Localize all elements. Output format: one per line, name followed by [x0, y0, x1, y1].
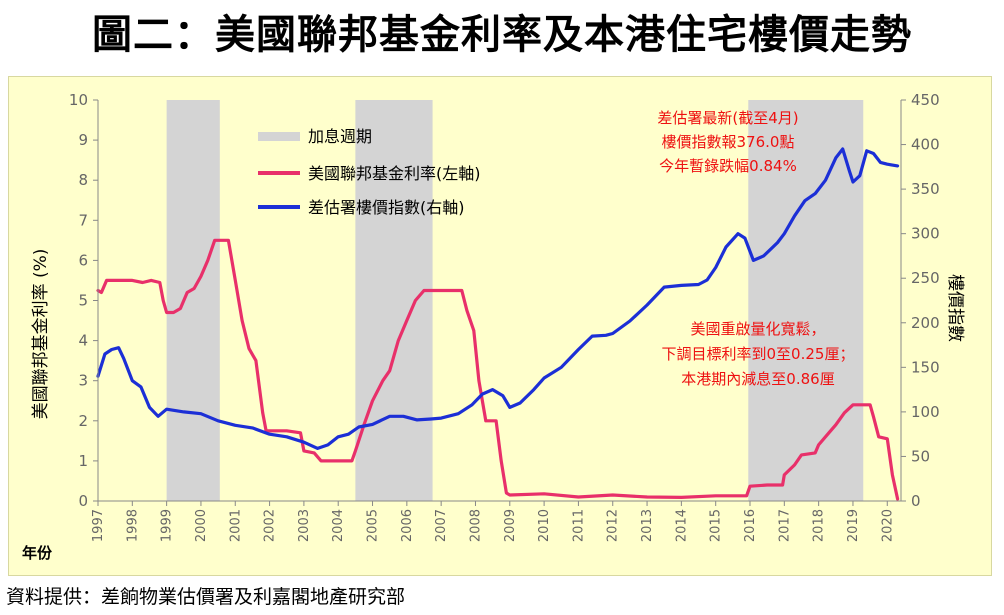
annotation-latest: 差估署最新(截至4月) 樓價指數報376.0點 今年暫錄跌幅0.84%: [657, 109, 798, 175]
x-tick-label: 2015: [709, 509, 724, 542]
left-tick-label: 4: [78, 332, 88, 350]
left-tick-label: 5: [78, 292, 88, 310]
rate-hike-band: [748, 100, 864, 501]
legend: 加息週期 美國聯邦基金利率(左軸) 差估署樓價指數(右軸): [258, 127, 481, 217]
right-axis-label: 樓價指數: [945, 274, 965, 342]
x-axis-label: 年份: [22, 544, 53, 562]
left-tick-label: 8: [78, 171, 88, 189]
annotation-line: 下調目標利率到0至0.25厘；: [662, 345, 855, 363]
x-tick-label: 2016: [743, 509, 758, 542]
left-tick-label: 2: [78, 412, 88, 430]
chart: 1997 1998 1999 2000 2001 2002 2003 2004 2005 2006…: [22, 91, 965, 562]
right-tick-label: 400: [911, 136, 940, 154]
left-tick-label: 0: [78, 492, 88, 510]
series-layer: [96, 147, 900, 501]
x-tick-label: 2001: [228, 509, 243, 542]
right-tick-label: 200: [911, 314, 940, 332]
x-tick-label: 2003: [297, 509, 312, 542]
axis-ticks: [93, 99, 906, 506]
annotation-line: 本港期內減息至0.86厘: [681, 370, 834, 388]
right-tick-label: 250: [911, 269, 940, 287]
left-tick-label: 10: [69, 91, 88, 109]
x-tick-label: 2000: [194, 509, 209, 542]
source-note: 資料提供：差餉物業估價署及利嘉閣地產研究部: [6, 586, 406, 608]
right-tick-label: 150: [911, 358, 940, 376]
x-tick-label: 2018: [812, 509, 827, 542]
x-tick-label: 2005: [366, 509, 381, 542]
left-axis-label: 美國聯邦基金利率 (%): [31, 249, 51, 420]
right-tick-labels: 0 50 100 150 200 250 300 350 400 450: [911, 91, 940, 510]
x-tick-label: 2010: [537, 509, 552, 542]
annotation-line: 差估署最新(截至4月): [657, 109, 798, 127]
x-tick-label: 2017: [777, 509, 792, 542]
left-tick-label: 3: [78, 372, 88, 390]
right-tick-label: 300: [911, 225, 940, 243]
legend-swatch-recession: [258, 132, 300, 141]
legend-label-recession: 加息週期: [308, 127, 372, 146]
x-tick-label: 2002: [263, 509, 278, 542]
right-tick-label: 450: [911, 91, 940, 109]
rate-hike-band: [166, 100, 220, 501]
left-tick-label: 6: [78, 251, 88, 269]
annotation-line: 美國重啟量化寬鬆，: [690, 320, 825, 338]
rate-hike-band: [355, 100, 433, 501]
fed-funds-rate-line: [96, 238, 900, 501]
page-title: 圖二：美國聯邦基金利率及本港住宅樓價走勢: [92, 12, 912, 58]
x-tick-label: 1997: [91, 509, 106, 542]
x-tick-label: 2004: [331, 509, 346, 542]
x-tick-label: 2020: [880, 509, 895, 542]
annotation-line: 樓價指數報376.0點: [662, 133, 795, 151]
legend-label-index: 差估署樓價指數(右軸): [308, 198, 465, 217]
x-tick-label: 2012: [606, 509, 621, 542]
x-tick-label: 2011: [571, 509, 586, 542]
x-tick-label: 2007: [434, 509, 449, 542]
left-tick-label: 1: [78, 452, 88, 470]
x-tick-label: 2013: [640, 509, 655, 542]
annotation-line: 今年暫錄跌幅0.84%: [659, 157, 797, 175]
right-tick-label: 350: [911, 180, 940, 198]
left-tick-label: 7: [78, 211, 88, 229]
x-tick-labels: 1997 1998 1999 2000 2001 2002 2003 2004 2005 2006…: [91, 509, 895, 542]
left-tick-labels: 0 1 2 3 4 5 6 7 8 9 10: [69, 91, 88, 510]
x-tick-label: 2008: [468, 509, 483, 542]
x-tick-label: 2014: [674, 509, 689, 542]
annotation-qe: 美國重啟量化寬鬆， 下調目標利率到0至0.25厘； 本港期內減息至0.86厘: [662, 320, 855, 388]
x-tick-label: 2006: [400, 509, 415, 542]
property-price-index-line: [96, 147, 900, 450]
x-tick-label: 1998: [125, 509, 140, 542]
x-tick-label: 2019: [846, 509, 861, 542]
x-tick-label: 1999: [160, 509, 175, 542]
legend-label-rate: 美國聯邦基金利率(左軸): [308, 164, 481, 183]
rate-hike-bands: [166, 100, 864, 501]
right-tick-label: 0: [911, 492, 921, 510]
x-tick-label: 2009: [503, 509, 518, 542]
right-tick-label: 100: [911, 403, 940, 421]
right-tick-label: 50: [911, 447, 930, 465]
left-tick-label: 9: [78, 131, 88, 149]
